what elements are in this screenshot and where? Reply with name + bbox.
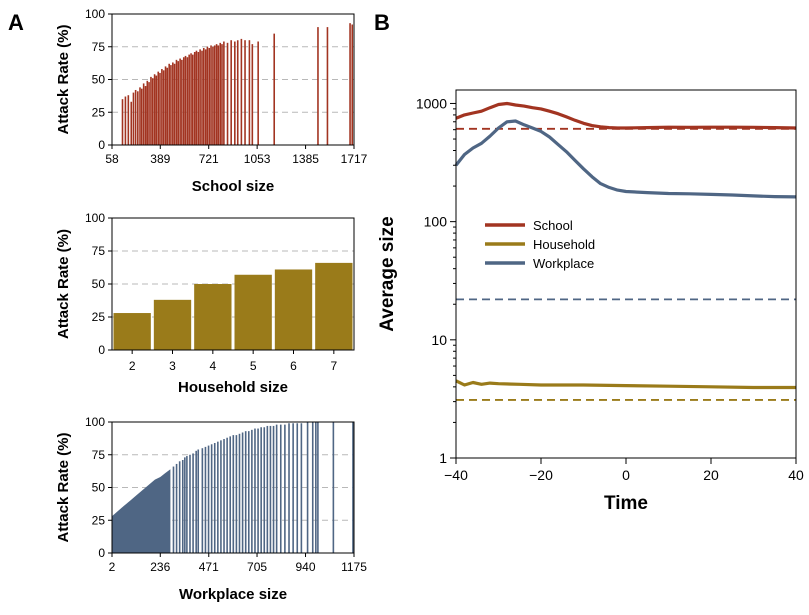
household-bar bbox=[274, 269, 313, 350]
x-tick-label: 2 bbox=[109, 560, 116, 574]
workplace-dense-area bbox=[112, 469, 171, 553]
x-tick-label: −20 bbox=[529, 467, 553, 483]
x-tick-label: 7 bbox=[330, 359, 337, 373]
y-tick-label: 75 bbox=[92, 244, 106, 258]
y-tick-label: 25 bbox=[92, 513, 106, 527]
household-series-line bbox=[455, 379, 796, 390]
x-axis-label: Workplace size bbox=[179, 586, 287, 603]
x-tick-label: 40 bbox=[788, 467, 804, 483]
y-axis-label: Attack Rate (%) bbox=[55, 229, 72, 339]
x-tick-label: 4 bbox=[209, 359, 216, 373]
panel-b-label: B bbox=[374, 10, 390, 35]
x-axis-label: Household size bbox=[178, 379, 288, 396]
household-bar bbox=[113, 313, 151, 350]
y-tick-label: 75 bbox=[92, 40, 106, 54]
y-tick-label: 50 bbox=[92, 73, 106, 87]
household-bar bbox=[153, 299, 192, 350]
x-tick-label: 389 bbox=[150, 152, 170, 166]
y-axis-label: Attack Rate (%) bbox=[55, 24, 72, 134]
x-axis-label: Time bbox=[604, 493, 648, 514]
school-attack-chart: 0 25 50 75 100 Attack Rate (%) 58 389 721 1053 138… bbox=[55, 7, 368, 195]
plot-frame bbox=[455, 89, 797, 459]
household-bar bbox=[194, 284, 232, 350]
y-tick-label: 0 bbox=[98, 546, 105, 560]
legend-label: Workplace bbox=[533, 256, 594, 271]
household-bar bbox=[234, 274, 272, 350]
x-tick-label: 471 bbox=[199, 560, 219, 574]
y-tick-label: 50 bbox=[92, 481, 106, 495]
legend: School Household Workplace bbox=[485, 218, 595, 271]
workplace-series-line bbox=[454, 119, 797, 199]
y-tick-label: 100 bbox=[85, 415, 105, 429]
x-tick-label: 940 bbox=[296, 560, 316, 574]
x-tick-label: 705 bbox=[247, 560, 267, 574]
average-size-chart: 1 10 100 1000 −40 −20 0 20 40 Time Average size Sch… bbox=[377, 89, 804, 514]
school-series-line bbox=[455, 101, 797, 130]
y-tick-label: 100 bbox=[85, 211, 105, 225]
x-tick-label: 58 bbox=[105, 152, 119, 166]
x-tick-label: 236 bbox=[150, 560, 170, 574]
x-tick-label: 1385 bbox=[292, 152, 319, 166]
x-tick-label: 0 bbox=[622, 467, 630, 483]
plot-frame bbox=[111, 217, 355, 351]
panel-a-label: A bbox=[8, 10, 24, 35]
y-tick-label: 1 bbox=[439, 450, 447, 466]
workplace-attack-chart: 0 25 50 75 100 Attack Rate (%) 2 236 471 705 940 11… bbox=[55, 415, 367, 603]
y-tick-label: 25 bbox=[92, 105, 106, 119]
y-tick-label: 1000 bbox=[416, 95, 447, 111]
household-bar bbox=[315, 262, 353, 350]
x-tick-label: 721 bbox=[199, 152, 219, 166]
x-tick-label: 2 bbox=[129, 359, 136, 373]
x-tick-label: 1053 bbox=[244, 152, 271, 166]
y-tick-label: 50 bbox=[92, 277, 106, 291]
y-tick-label: 75 bbox=[92, 448, 106, 462]
y-axis-label: Average size bbox=[377, 216, 398, 331]
y-tick-label: 100 bbox=[85, 7, 105, 21]
y-tick-label: 100 bbox=[424, 214, 448, 230]
x-tick-label: 20 bbox=[703, 467, 719, 483]
y-tick-label: 0 bbox=[98, 138, 105, 152]
legend-label: Household bbox=[533, 237, 595, 252]
household-attack-chart: 0 25 50 75 100 Attack Rate (%) 2 3 4 5 6 7 Household… bbox=[55, 211, 355, 396]
x-tick-label: 1175 bbox=[341, 560, 367, 574]
x-tick-label: 1717 bbox=[341, 152, 368, 166]
y-tick-label: 25 bbox=[92, 310, 106, 324]
x-tick-label: 6 bbox=[290, 359, 297, 373]
legend-label: School bbox=[533, 218, 573, 233]
y-tick-label: 0 bbox=[98, 343, 105, 357]
y-axis-label: Attack Rate (%) bbox=[55, 432, 72, 542]
x-tick-label: 5 bbox=[250, 359, 257, 373]
plot-frame bbox=[111, 421, 355, 554]
x-tick-label: 3 bbox=[169, 359, 176, 373]
x-tick-label: −40 bbox=[444, 467, 468, 483]
y-tick-label: 10 bbox=[431, 332, 447, 348]
plot-frame bbox=[111, 13, 355, 146]
x-axis-label: School size bbox=[192, 178, 275, 195]
